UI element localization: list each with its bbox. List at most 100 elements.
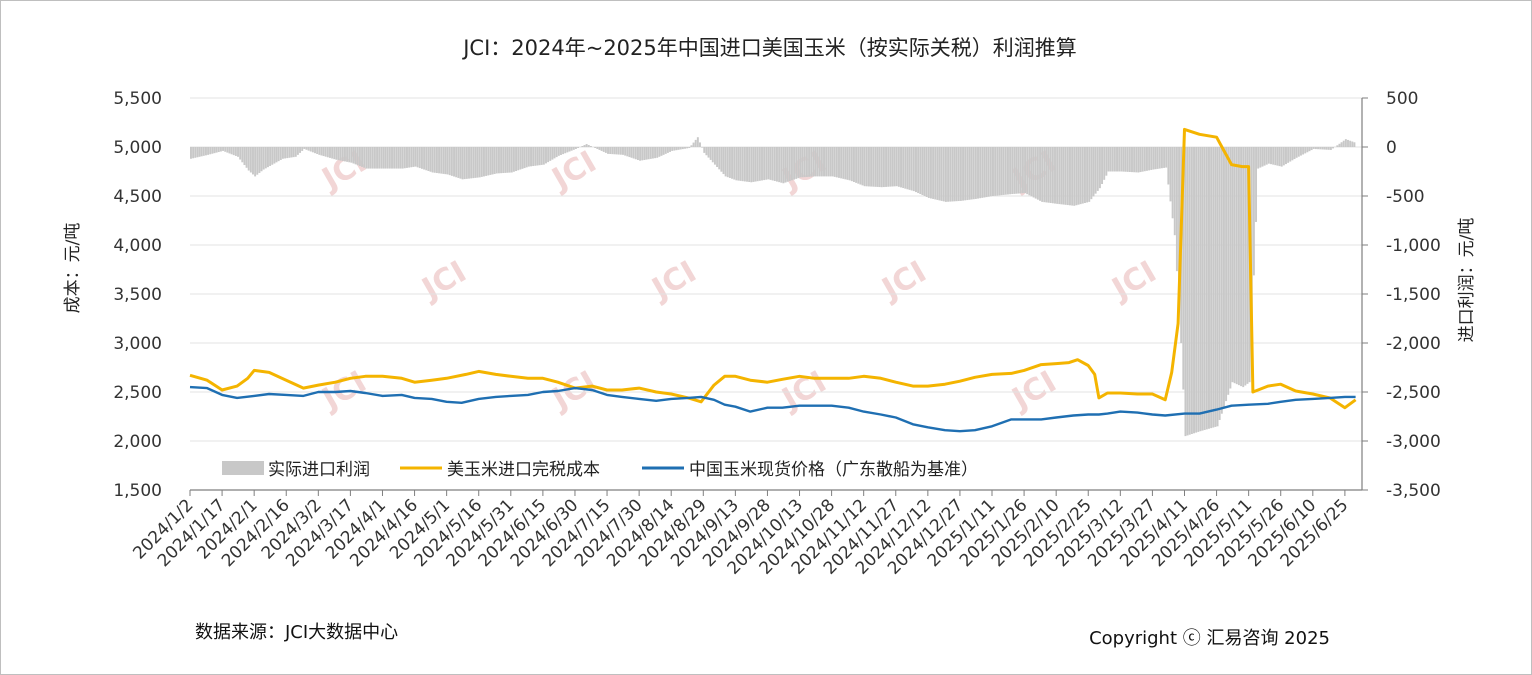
profit-bar [1285, 147, 1287, 165]
profit-bar [966, 147, 969, 201]
profit-bar [1071, 147, 1074, 206]
profit-bar [474, 147, 477, 178]
profit-bar [761, 147, 763, 181]
profit-bar [1041, 147, 1044, 202]
profit-bar [726, 147, 729, 178]
left-tick-1: 2,000 [113, 432, 162, 452]
profit-bar [416, 147, 419, 168]
profit-bar [662, 147, 665, 155]
profit-bar [1073, 147, 1076, 206]
profit-bar [1210, 147, 1213, 429]
profit-bar [968, 147, 971, 200]
profit-bar [863, 147, 866, 187]
profit-bar [585, 144, 588, 147]
profit-bar [1237, 147, 1240, 386]
profit-bar [583, 145, 586, 147]
left-tick-3: 3,000 [113, 334, 162, 354]
profit-bar [643, 147, 646, 160]
profit-bar [763, 147, 766, 181]
profit-bar [944, 147, 947, 202]
profit-bar [1079, 147, 1082, 205]
profit-bar [1250, 147, 1253, 329]
profit-bar [1190, 147, 1193, 434]
profit-bar [361, 147, 364, 167]
profit-bar [577, 147, 580, 148]
profit-bar [1049, 147, 1052, 203]
profit-bar [1203, 147, 1206, 430]
profit-bar [549, 147, 552, 161]
profit-bar [617, 147, 620, 155]
profit-bar [480, 147, 483, 177]
profit-bar [371, 147, 374, 169]
left-axis-ticks: 1,500 2,000 2,500 3,000 3,500 4,000 4,500 5,000… [113, 89, 162, 501]
profit-bar [867, 147, 870, 187]
profit-bar [1278, 147, 1281, 167]
profit-bar [724, 147, 727, 177]
profit-bar [487, 147, 490, 176]
profit-bar [305, 147, 308, 150]
profit-bar [1272, 147, 1275, 165]
profit-bar [688, 147, 691, 148]
profit-bar [515, 147, 518, 172]
profit-bar [530, 147, 532, 167]
left-tick-2: 2,500 [113, 383, 162, 403]
profit-bar [483, 147, 485, 177]
profit-bar [1158, 147, 1161, 169]
profit-bar [1222, 147, 1225, 408]
profit-bar [917, 147, 920, 194]
profit-bar [281, 147, 284, 159]
profit-bar [465, 147, 468, 179]
profit-bar [1314, 147, 1317, 150]
profit-bar [589, 146, 592, 147]
profit-bar [222, 147, 225, 151]
watermark-5: JCI [645, 254, 703, 307]
profit-bar [365, 147, 368, 169]
profit-bar [1011, 147, 1014, 195]
profit-bar [788, 147, 791, 182]
profit-bar [1293, 147, 1296, 160]
profit-bar [420, 147, 423, 169]
profit-bar [423, 147, 426, 170]
profit-bar [1297, 147, 1300, 157]
profit-bar [401, 147, 404, 169]
profit-bar [408, 147, 411, 168]
profit-bar [1109, 147, 1112, 172]
profit-bar [865, 147, 868, 187]
profit-bar [938, 147, 941, 201]
profit-bar [857, 147, 860, 184]
profit-bar [1054, 147, 1056, 204]
profit-bar [243, 147, 246, 166]
profit-bar [1201, 147, 1204, 431]
profit-bar [974, 147, 977, 199]
profit-bar [882, 147, 885, 188]
profit-bar [703, 147, 706, 153]
profit-bar [827, 147, 830, 177]
profit-bar [885, 147, 888, 187]
profit-bar [773, 147, 776, 182]
profit-bar [1024, 147, 1027, 194]
legend-label-spot: 中国玉米现货价格（广东散船为基准） [689, 460, 978, 480]
profit-bar [1128, 147, 1131, 172]
profit-bar [207, 147, 210, 155]
profit-bar [989, 147, 992, 197]
profit-bar [237, 147, 239, 157]
profit-bar [341, 147, 344, 161]
profit-bar [669, 147, 672, 152]
profit-bar [1092, 147, 1095, 197]
chart-title: JCI：2024年~2025年中国进口美国玉米（按实际关税）利润推算 [461, 36, 1077, 60]
profit-bar [224, 147, 227, 152]
profit-bar [269, 147, 272, 166]
right-tick-4: -1,500 [1386, 285, 1441, 305]
profit-bar [463, 147, 466, 180]
profit-bar [1197, 147, 1200, 432]
profit-bar [880, 147, 883, 188]
legend: 实际进口利润 美玉米进口完税成本 中国玉米现货价格（广东散船为基准） [222, 460, 978, 480]
profit-bar [1015, 147, 1018, 194]
profit-bar [418, 147, 421, 169]
profit-bar [919, 147, 922, 195]
profit-bar [1004, 147, 1007, 195]
profit-bar [769, 147, 772, 180]
right-tick-3: -2,000 [1386, 334, 1441, 354]
profit-bar [1047, 147, 1050, 203]
profit-bar [1299, 147, 1302, 156]
